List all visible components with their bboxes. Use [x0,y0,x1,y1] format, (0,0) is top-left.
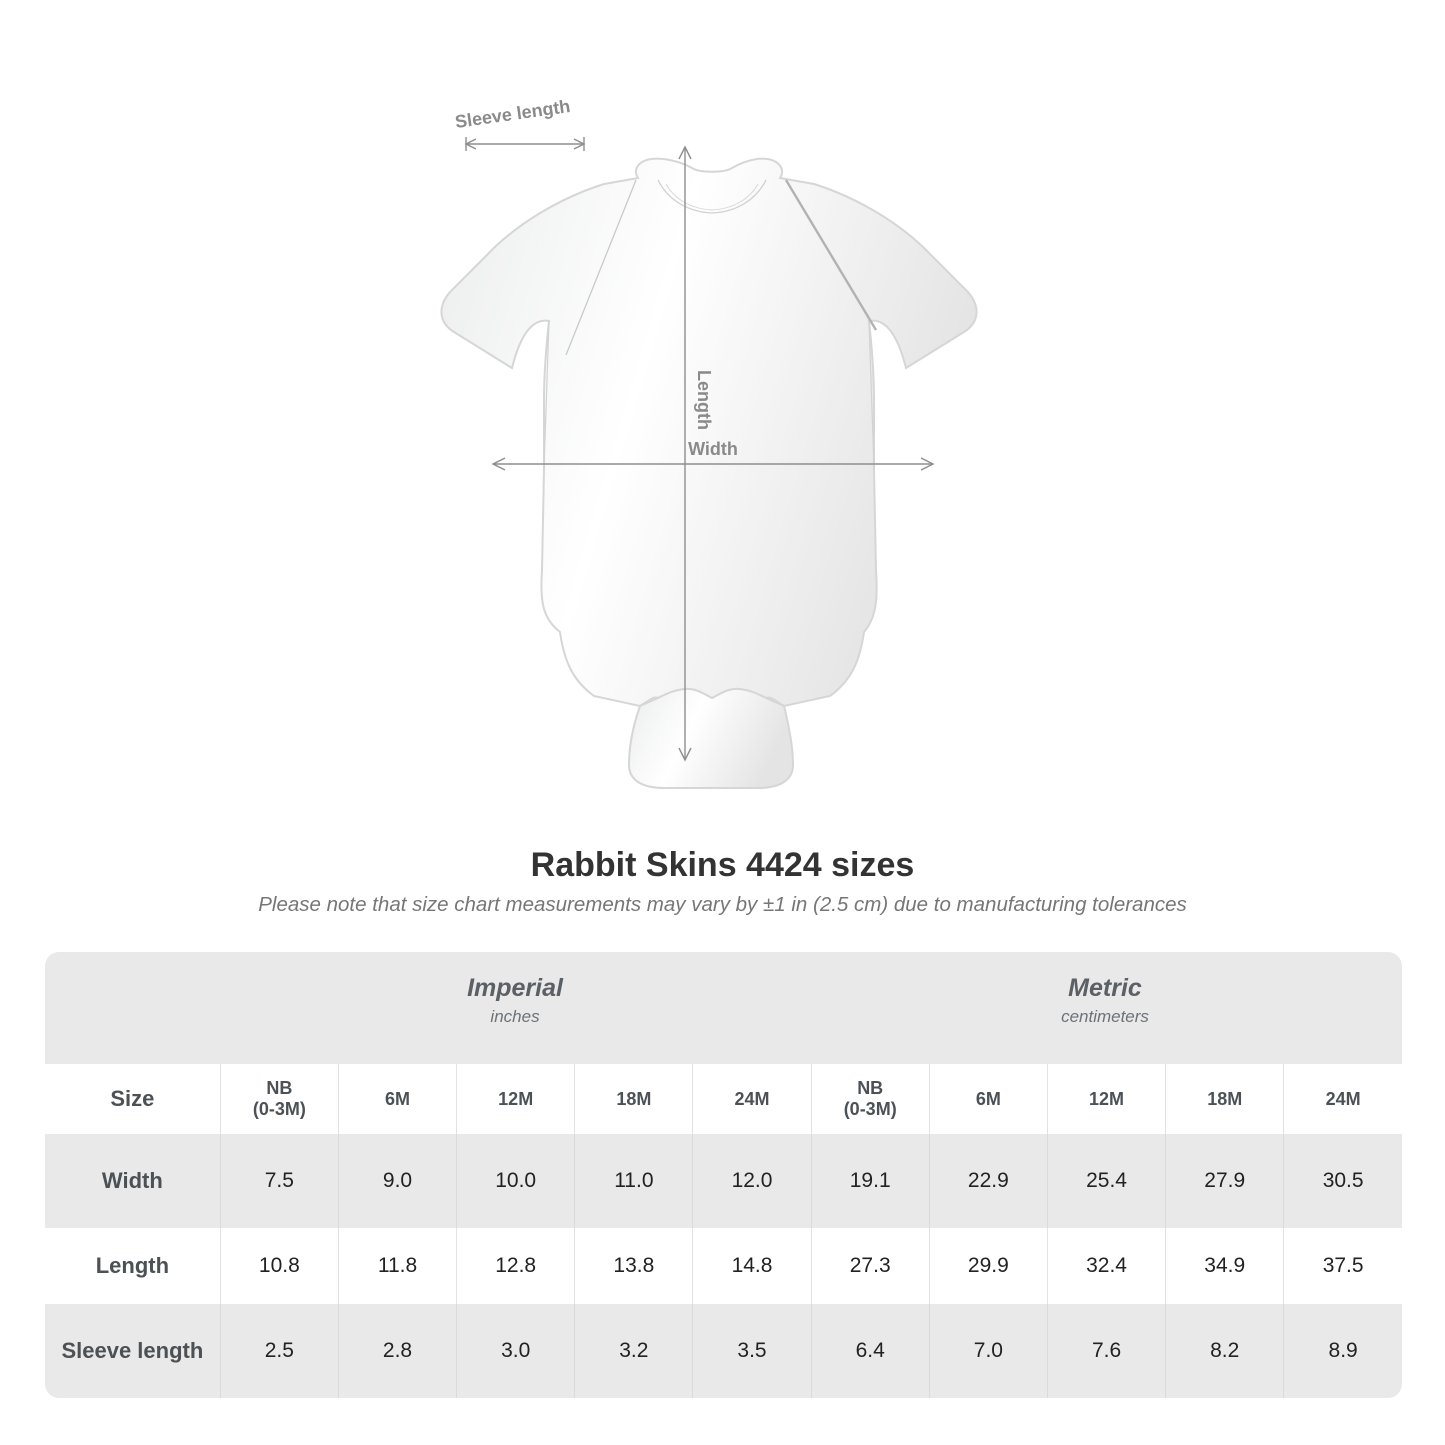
svg-text:Length: Length [694,370,714,430]
svg-text:Sleeve length: Sleeve length [454,100,572,132]
svg-text:Width: Width [688,439,738,459]
